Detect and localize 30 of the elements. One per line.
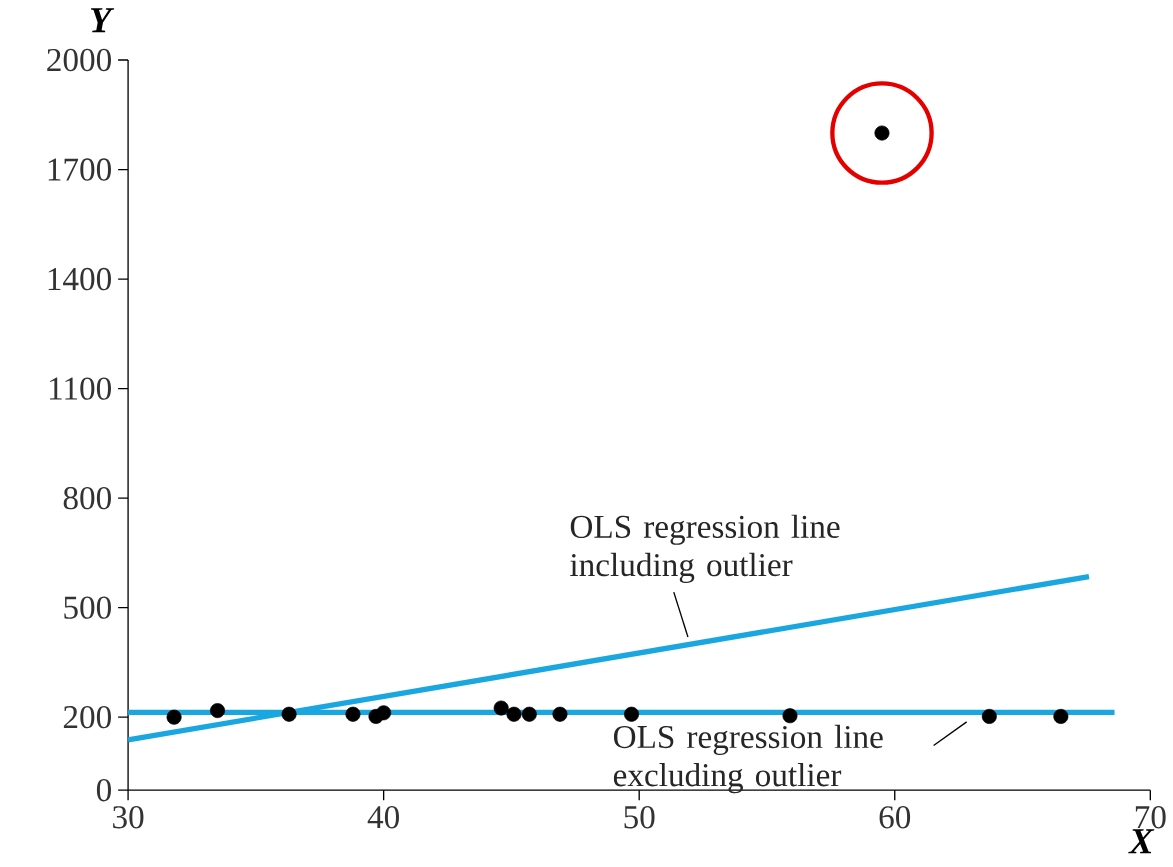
y-tick-label: 1700 [48,158,111,181]
y-tick-label: 200 [63,705,111,729]
y-tick-label: 2000 [47,48,111,72]
y-tick-label: 500 [64,596,111,619]
y-tick-label: 800 [63,486,111,510]
y-axis-title: Y [90,8,115,33]
x-tick-label: 30 [113,805,144,829]
point [210,703,225,718]
x-tick-label: 60 [879,805,911,829]
annotation: OLS regression line excluding outlier [613,724,883,794]
point [493,700,509,716]
y-tick-label: 1400 [48,267,111,291]
x-tick-label: 70 [1135,805,1166,829]
x-axis-title: X [1128,829,1155,854]
x-tick-label: 50 [624,805,655,829]
point [782,708,798,724]
point [345,706,361,722]
annotation: OLS regression line including outlier [570,514,840,583]
y-tick-label: 0 [96,778,111,802]
x-tick-label: 40 [367,805,399,829]
point [624,706,639,722]
point [521,706,537,722]
point [506,706,522,722]
point [376,705,392,721]
point [981,708,997,724]
point [1053,708,1069,724]
point [281,706,297,722]
point [166,709,182,725]
point [552,706,568,722]
y-tick-label: 1100 [49,377,111,400]
